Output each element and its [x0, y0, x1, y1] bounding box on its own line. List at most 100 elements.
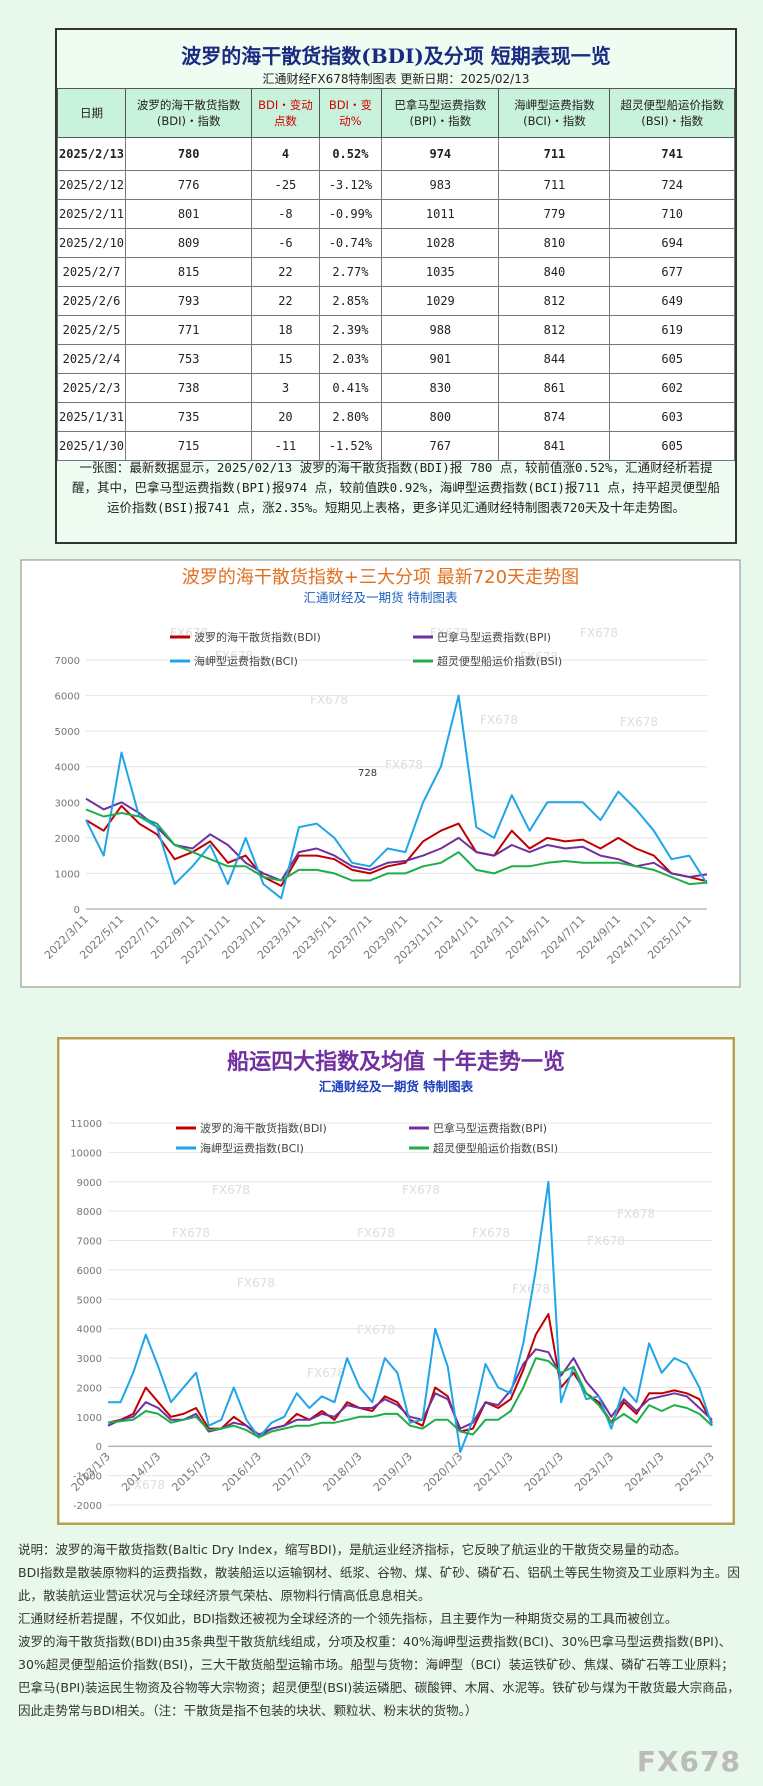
series-line [107, 1348, 713, 1436]
table-cell: 753 [125, 344, 253, 374]
column-header: 巴拿马型运费指数(BPI)・指数 [381, 88, 500, 138]
table-row: 2025/2/7 815 22 2.77% 1035 840 677 [56, 257, 735, 287]
table-cell: 2025/1/31 [56, 402, 127, 432]
table-cell: 771 [125, 315, 253, 345]
column-header: 海岬型运费指数(BCI)・指数 [498, 88, 611, 138]
chart-frame [57, 1037, 735, 1525]
header-row: 日期 波罗的海干散货指数(BDI)・指数 BDI・变动点数 BDI・变动% 巴拿马型运费… [56, 88, 735, 138]
table-cell: 0.52% [318, 137, 383, 171]
y-tick-label: 4000 [55, 763, 80, 774]
paragraph: 汇通财经析若提醒，不仅如此，BDI指数还被视为全球经济的一个领先指标，且主要作为… [18, 1611, 678, 1626]
table-cell: 815 [125, 257, 253, 287]
table-cell: 2025/2/4 [56, 344, 127, 374]
watermark: FX678 [127, 1478, 165, 1492]
watermark: FX678 [212, 1183, 250, 1197]
table-cell: 619 [609, 315, 735, 345]
table-cell: -11 [251, 431, 320, 461]
table-cell: 1029 [381, 286, 500, 316]
y-tick-label: 10000 [70, 1148, 102, 1159]
table-cell: 2.85% [318, 286, 383, 316]
y-tick-label: 1000 [55, 869, 80, 880]
table-cell: 1035 [381, 257, 500, 287]
table-cell: 649 [609, 286, 735, 316]
table-cell: 0.41% [318, 373, 383, 403]
legend-label: 海岬型运费指数(BCI) [194, 654, 298, 668]
table-cell: 22 [251, 286, 320, 316]
y-tick-label: 1000 [77, 1413, 102, 1424]
watermark: FX678 [310, 693, 348, 707]
series-line [85, 797, 708, 882]
series-line [108, 1180, 713, 1454]
legend-label: 波罗的海干散货指数(BDI) [194, 630, 321, 644]
table-cell: 767 [381, 431, 500, 461]
watermark: FX678 [472, 1226, 510, 1240]
watermark: FX678 [636, 1745, 741, 1778]
table-cell: 2025/2/11 [56, 199, 127, 229]
table-cell: 776 [125, 170, 253, 200]
table-cell: 603 [609, 402, 735, 432]
table-cell: 2025/2/6 [56, 286, 127, 316]
table-cell: 741 [609, 137, 735, 171]
y-tick-label: 9000 [77, 1178, 102, 1189]
subtitle: 汇通财经FX678特制图表 更新日期：2025/02/13 [262, 72, 530, 86]
table-cell: 974 [381, 137, 500, 171]
table-cell: 812 [498, 286, 611, 316]
table-cell: 2025/2/5 [56, 315, 127, 345]
table-cell: 2025/2/12 [56, 170, 127, 200]
watermark: FX678 [430, 626, 468, 640]
series-line [85, 808, 708, 886]
watermark: FX678 [357, 1226, 395, 1240]
table-cell: 840 [498, 257, 611, 287]
y-tick-label: 2000 [55, 834, 80, 845]
table-row: 2025/1/30 715 -11 -1.52% 767 841 605 [56, 431, 735, 461]
table-cell: 715 [125, 431, 253, 461]
table-cell: 844 [498, 344, 611, 374]
table-cell: -0.74% [318, 228, 383, 258]
table-cell: -6 [251, 228, 320, 258]
table-cell: 2.39% [318, 315, 383, 345]
table-cell: 20 [251, 402, 320, 432]
table-cell: 18 [251, 315, 320, 345]
table-cell: 793 [125, 286, 253, 316]
paragraph: 波罗的海干散货指数(BDI)由35条典型干散货航线组成，分项及权重：40%海岬型… [18, 1634, 740, 1718]
watermark: FX678 [357, 1323, 395, 1337]
y-tick-label: 2000 [77, 1383, 102, 1394]
table-row: 2025/2/4 753 15 2.03% 901 844 605 [56, 344, 735, 374]
series-line [85, 804, 708, 887]
chart-subtitle: 汇通财经及一期货 特制图表 [304, 590, 458, 605]
legend-label: 巴拿马型运费指数(BPI) [433, 1121, 547, 1135]
paragraph: BDI指数是散装原物料的运费指数，散装船运以运输钢材、纸浆、谷物、煤、矿砂、磷矿… [18, 1565, 740, 1603]
legend-label: 超灵便型船运价指数(BSI) [433, 1141, 558, 1155]
table-cell: 735 [125, 402, 253, 432]
table-row: 2025/2/11 801 -8 -0.99% 1011 779 710 [56, 199, 735, 229]
watermark: FX678 [512, 1282, 550, 1296]
chart-frame [20, 559, 741, 988]
column-header: BDI・变动点数 [251, 88, 320, 138]
data-table: 日期 波罗的海干散货指数(BDI)・指数 BDI・变动点数 BDI・变动% 巴拿马型运费… [56, 88, 735, 461]
paragraph: 说明：波罗的海干散货指数(Baltic Dry Index，缩写BDI)，是航运… [18, 1542, 687, 1557]
y-tick-label: 0 [96, 1442, 102, 1453]
chart-title: 船运四大指数及均值 十年走势一览 [227, 1049, 565, 1075]
y-tick-label: -2000 [73, 1501, 102, 1512]
table-cell: 605 [609, 431, 735, 461]
y-tick-label: 7000 [55, 656, 80, 667]
watermark: FX678 [237, 1276, 275, 1290]
table-row: 2025/2/10 809 -6 -0.74% 1028 810 694 [56, 228, 735, 258]
watermark: FX678 [580, 626, 618, 640]
table-cell: 694 [609, 228, 735, 258]
table-cell: 738 [125, 373, 253, 403]
legend-label: 海岬型运费指数(BCI) [200, 1141, 304, 1155]
watermark: FX678 [307, 1366, 345, 1380]
table-cell: 602 [609, 373, 735, 403]
title: 波罗的海干散货指数(BDI)及分项 短期表现一览 [181, 44, 611, 68]
table-cell: 779 [498, 199, 611, 229]
table-cell: 677 [609, 257, 735, 287]
y-tick-label: 6000 [77, 1266, 102, 1277]
legend-label: 波罗的海干散货指数(BDI) [200, 1121, 327, 1135]
table-cell: 2.80% [318, 402, 383, 432]
table-cell: 2025/2/7 [56, 257, 127, 287]
table-cell: 4 [251, 137, 320, 171]
y-tick-label: 7000 [77, 1237, 102, 1248]
